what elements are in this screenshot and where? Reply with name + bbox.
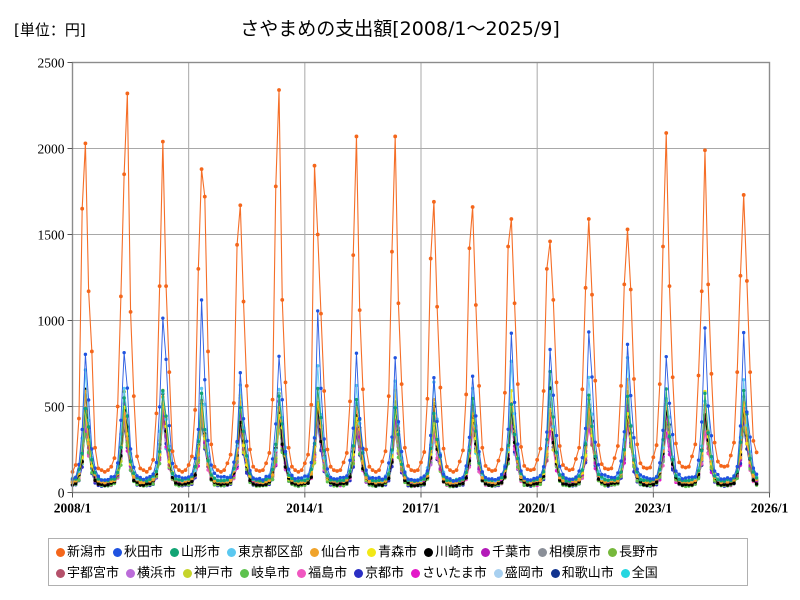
legend-item-和歌山市[interactable]: 和歌山市: [550, 566, 614, 581]
legend-label: 東京都区部: [238, 545, 304, 560]
legend-marker-icon: [126, 569, 136, 578]
legend-marker-icon: [240, 569, 250, 578]
legend-marker-icon: [354, 569, 364, 578]
legend-item-長野市[interactable]: 長野市: [608, 546, 658, 559]
legend-item-宇都宮市[interactable]: 宇都宮市: [56, 567, 119, 580]
legend-label: 川崎市: [435, 545, 475, 560]
legend-marker-icon: [297, 569, 307, 578]
series-2: [70, 369, 759, 483]
legend-item-山形市[interactable]: 山形市: [170, 546, 220, 559]
legend-label: 岐阜市: [251, 566, 291, 581]
svg-text:1500: 1500: [38, 228, 65, 243]
series-0: [70, 88, 759, 474]
legend-marker-icon: [56, 569, 65, 578]
legend-marker-icon: [411, 569, 421, 578]
legend-marker-icon: [493, 569, 503, 578]
legend-row: 宇都宮市 横浜市 神戸市 岐阜市 福島市 京都市 さいたま市 盛岡市 和歌山市 全国: [49, 563, 747, 584]
legend-marker-icon: [310, 548, 320, 557]
svg-text:2020/1: 2020/1: [518, 501, 556, 516]
chart-title: さやまめの支出額[2008/1～2025/9]: [240, 18, 560, 40]
legend-label: 新潟市: [67, 545, 107, 560]
legend-marker-icon: [538, 548, 548, 557]
legend-marker-icon: [183, 569, 193, 578]
legend-marker-icon: [481, 548, 491, 557]
legend-marker-icon: [56, 548, 65, 557]
legend-item-新潟市[interactable]: 新潟市: [56, 546, 106, 559]
legend-label: さいたま市: [422, 566, 487, 581]
legend-label: 相模原市: [549, 545, 602, 560]
y-axis-ticks: 0 500 1000 1500 2000 2500: [38, 56, 73, 501]
legend-item-京都市[interactable]: 京都市: [354, 567, 404, 580]
svg-text:2023/1: 2023/1: [635, 501, 673, 516]
legend-marker-icon: [608, 548, 618, 557]
series-1: [70, 298, 759, 483]
legend-marker-icon: [424, 548, 434, 557]
svg-text:2014/1: 2014/1: [286, 501, 324, 516]
legend-item-神戸市[interactable]: 神戸市: [183, 567, 233, 580]
legend-marker-icon: [113, 548, 123, 557]
legend-marker-icon: [170, 548, 180, 557]
legend-item-さいたま市[interactable]: さいたま市: [411, 567, 487, 580]
svg-text:2017/1: 2017/1: [402, 501, 440, 516]
legend-item-仙台市[interactable]: 仙台市: [310, 546, 360, 559]
legend-item-川崎市[interactable]: 川崎市: [424, 546, 474, 559]
legend-label: 長野市: [619, 545, 659, 560]
legend-item-秋田市[interactable]: 秋田市: [113, 546, 163, 559]
legend-label: 青森市: [378, 545, 418, 560]
legend-label: 山形市: [181, 545, 221, 560]
legend-label: 福島市: [308, 566, 348, 581]
svg-text:0: 0: [58, 486, 65, 501]
legend-label: 宇都宮市: [67, 566, 120, 581]
svg-text:2500: 2500: [38, 56, 65, 71]
legend-item-福島市[interactable]: 福島市: [297, 567, 347, 580]
legend-item-千葉市[interactable]: 千葉市: [481, 546, 531, 559]
legend-label: 秋田市: [124, 545, 164, 560]
x-axis-ticks: 2008/1 2011/1 2014/1 2017/1 2020/1 2023/1 2026…: [54, 492, 789, 516]
legend-item-東京都区部[interactable]: 東京都区部: [227, 546, 303, 559]
svg-text:500: 500: [44, 400, 65, 415]
legend-marker-icon: [550, 569, 560, 578]
legend-item-全国[interactable]: 全国: [620, 566, 658, 581]
legend-marker-icon: [620, 569, 630, 578]
legend-item-盛岡市[interactable]: 盛岡市: [493, 566, 544, 581]
legend-item-岐阜市[interactable]: 岐阜市: [240, 567, 290, 580]
svg-text:2000: 2000: [38, 142, 65, 157]
legend-item-青森市[interactable]: 青森市: [367, 546, 417, 559]
legend-item-相模原市[interactable]: 相模原市: [538, 546, 601, 559]
svg-text:1000: 1000: [38, 314, 65, 329]
legend-label: 横浜市: [137, 566, 177, 581]
legend-label: 千葉市: [492, 545, 532, 560]
legend-label: 仙台市: [321, 545, 361, 560]
svg-text:2011/1: 2011/1: [170, 501, 207, 516]
legend-item-横浜市[interactable]: 横浜市: [126, 567, 176, 580]
chart-legend: 新潟市 秋田市 山形市 東京都区部 仙台市 青森市 川崎市 千葉市 相模原市 長野市 宇都宮市 横浜…: [48, 538, 748, 586]
unit-label: [単位：円]: [14, 21, 86, 39]
legend-label: 全国: [631, 566, 658, 581]
legend-label: 和歌山市: [561, 566, 614, 581]
svg-text:2008/1: 2008/1: [54, 501, 92, 516]
legend-marker-icon: [227, 548, 237, 557]
legend-label: 盛岡市: [504, 566, 544, 581]
series-lines: [70, 88, 759, 489]
legend-label: 神戸市: [194, 566, 234, 581]
grid-lines: [72, 62, 770, 493]
svg-text:2026/1: 2026/1: [751, 501, 789, 516]
legend-label: 京都市: [365, 566, 405, 581]
legend-row: 新潟市 秋田市 山形市 東京都区部 仙台市 青森市 川崎市 千葉市 相模原市 長野市: [49, 542, 747, 563]
legend-marker-icon: [367, 548, 377, 557]
